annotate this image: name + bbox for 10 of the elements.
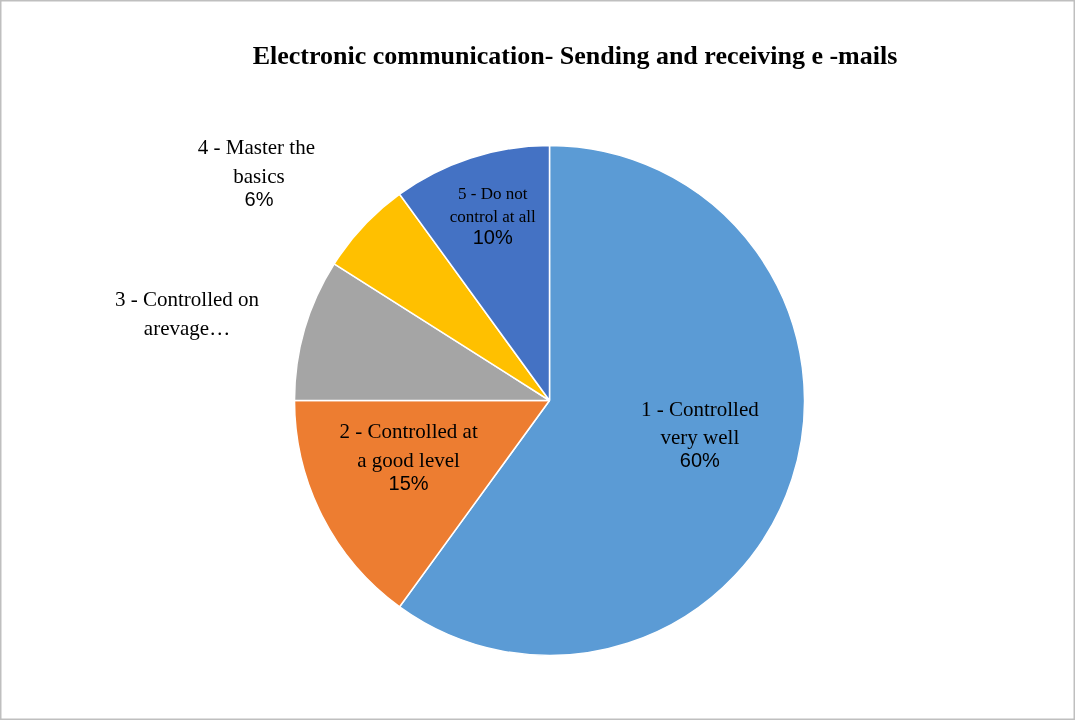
data-label: 15%: [388, 472, 429, 495]
data-label: 60%: [679, 449, 721, 472]
slice-label: 2 - Controlled at a good level: [339, 419, 478, 473]
slice-label: 1 - Controlled very well: [640, 396, 760, 450]
slice-label: 3 - Controlled on arevage…: [114, 287, 260, 341]
slice-label: 4 - Master the basics: [197, 134, 315, 188]
chart-title: Electronic communication- Sending and receiving e -mails: [252, 41, 898, 70]
data-label: 6%: [244, 187, 274, 210]
slice-label: 5 - Do not control at all: [449, 184, 536, 226]
data-label: 10%: [472, 225, 513, 248]
